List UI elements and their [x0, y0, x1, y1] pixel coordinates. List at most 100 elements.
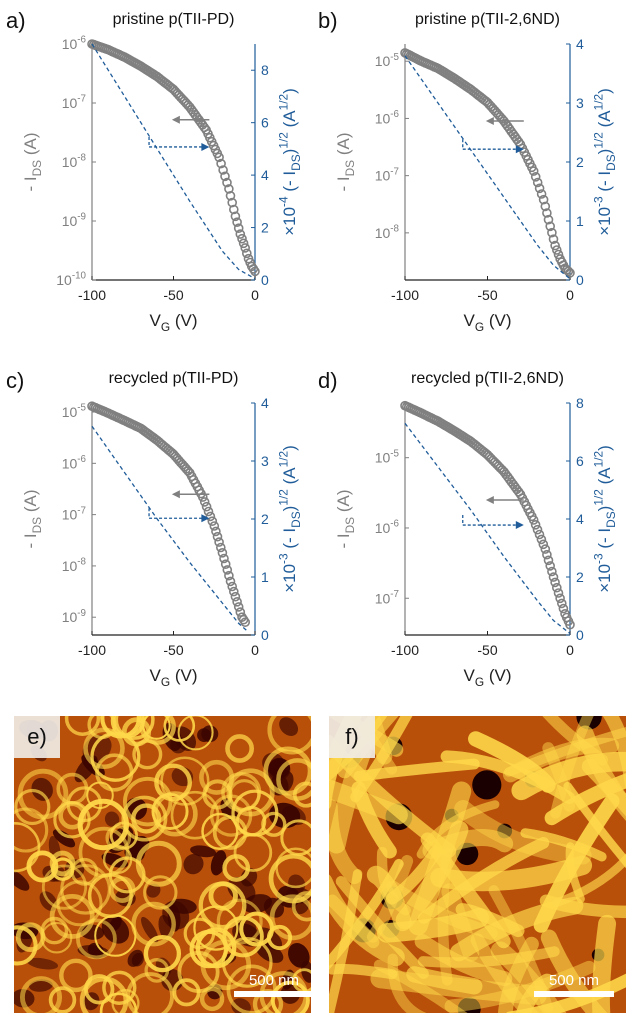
afm-fiber	[163, 716, 196, 742]
afm-pore	[29, 979, 53, 992]
series-point-a	[214, 152, 224, 163]
chart-panel-a: a) pristine p(TII-PD) -100 -50 0 VG (V) 10-10 1…	[6, 8, 303, 334]
series-line-c	[91, 425, 249, 633]
series-point-c	[205, 511, 216, 522]
afm-fiber	[131, 901, 176, 947]
afm-fiber	[49, 893, 95, 939]
series-point-a	[237, 233, 247, 244]
arrow-left-head-d	[485, 496, 494, 505]
afm-pore	[79, 924, 105, 940]
series-point-b	[538, 194, 549, 205]
right-tick-label-b: 4	[576, 36, 584, 52]
x-tick-label-d: 0	[566, 642, 574, 658]
series-point-a	[220, 171, 230, 182]
series-point-b	[545, 221, 556, 232]
afm-fiber	[143, 875, 178, 910]
afm-fiber	[76, 918, 117, 960]
x-tick-label-b: 0	[566, 287, 574, 303]
afm-fiber-bundle	[520, 828, 607, 862]
afm-fiber-bundle	[440, 750, 576, 804]
right-tick-label-b: 3	[576, 95, 584, 111]
left-axis-label-c: - IDS (A)	[21, 489, 44, 548]
series-point-d	[548, 572, 559, 582]
afm-fiber	[99, 992, 138, 1013]
right-axis-label-d: ×10-3 (- IDS)1/2 (A1/2)	[591, 445, 618, 593]
left-tick-label-b: 10-5	[375, 52, 400, 69]
afm-fiber-bundle	[370, 968, 547, 1006]
afm-fiber	[14, 807, 49, 853]
series-point-c	[230, 591, 241, 602]
afm-fiber	[269, 894, 311, 941]
afm-fiber	[193, 905, 239, 951]
chart-panel-c: c) recycled p(TII-PD)-100 -50 0VG (V)10-910…	[6, 368, 303, 689]
afm-fiber	[94, 914, 137, 957]
afm-image-e: e) 500 nm	[14, 716, 311, 1013]
afm-void	[457, 997, 481, 1013]
series-point-b	[540, 201, 551, 212]
afm-fiber	[199, 986, 225, 1012]
right-axis-label-c: ×10-3 (- IDS)1/2 (A1/2)	[276, 445, 303, 593]
left-tick-label-a: 10-7	[62, 94, 86, 111]
right-tick-label-c: 3	[261, 453, 269, 469]
afm-fiber	[154, 763, 193, 802]
afm-fiber-bundle	[351, 781, 397, 859]
series-point-b	[548, 234, 559, 244]
left-tick-label-d: 10-5	[375, 448, 400, 465]
afm-pore	[82, 734, 112, 763]
series-point-c	[227, 581, 237, 592]
left-tick-label-c: 10-8	[62, 557, 87, 574]
afm-fiber-bundle	[602, 716, 626, 790]
afm-fiber	[198, 881, 247, 930]
series-point-b	[530, 172, 541, 182]
afm-fiber	[225, 734, 255, 763]
right-tick-label-a: 0	[261, 272, 269, 288]
afm-pore	[52, 829, 76, 848]
left-tick-label-b: 10-7	[375, 166, 399, 183]
left-tick-label-a: 10-8	[62, 153, 87, 170]
afm-fiber-bundle	[387, 953, 427, 1013]
series-point-c	[233, 602, 244, 612]
afm-fiber	[263, 746, 311, 796]
series-point-a	[250, 266, 260, 277]
left-tick-label-d: 10-7	[375, 589, 399, 606]
series-point-b	[534, 183, 545, 194]
arrow-right-head-c	[201, 514, 210, 523]
afm-image-f: f) 500 nm	[329, 716, 626, 1013]
series-point-c	[229, 586, 239, 597]
afm-fiber-bundle	[422, 829, 514, 859]
afm-fiber	[291, 891, 311, 922]
afm-fiber	[83, 974, 115, 1005]
x-tick-label-b: -50	[477, 287, 497, 303]
afm-fiber-bundle	[504, 726, 626, 777]
afm-pore	[31, 777, 53, 801]
right-axis-label-b: ×10-3 (- IDS)1/2 (A1/2)	[591, 88, 618, 236]
chart-title-b: pristine p(TII-2,6ND)	[415, 11, 560, 28]
afm-fiber	[83, 727, 125, 770]
series-point-d	[536, 534, 547, 545]
afm-fiber	[261, 811, 287, 837]
scale-bar-line-e	[234, 991, 311, 997]
panel-letter-c: c)	[6, 368, 24, 393]
afm-fiber	[14, 788, 51, 826]
afm-pore	[288, 874, 306, 893]
afm-fiber	[41, 864, 88, 910]
afm-fiber	[212, 815, 248, 850]
afm-fiber-bundle	[552, 853, 626, 908]
series-point-b	[542, 208, 552, 218]
afm-fiber-bundle	[414, 934, 513, 987]
left-tick-label-c: 10-5	[62, 403, 87, 420]
series-point-a	[230, 211, 241, 222]
afm-pore	[183, 853, 204, 875]
x-tick-label-c: -50	[163, 642, 183, 658]
right-tick-label-a: 6	[261, 115, 269, 131]
series-point-a	[233, 223, 244, 233]
series-point-d	[528, 515, 539, 525]
right-tick-label-c: 4	[261, 395, 269, 411]
afm-fiber-bundle	[506, 973, 626, 1013]
series-point-c	[224, 570, 234, 581]
series-line-d	[404, 422, 571, 635]
afm-fiber-bundle	[363, 716, 393, 765]
series-point-c	[235, 607, 246, 617]
afm-fiber	[292, 781, 311, 808]
scale-bar-e: 500 nm	[234, 972, 311, 997]
